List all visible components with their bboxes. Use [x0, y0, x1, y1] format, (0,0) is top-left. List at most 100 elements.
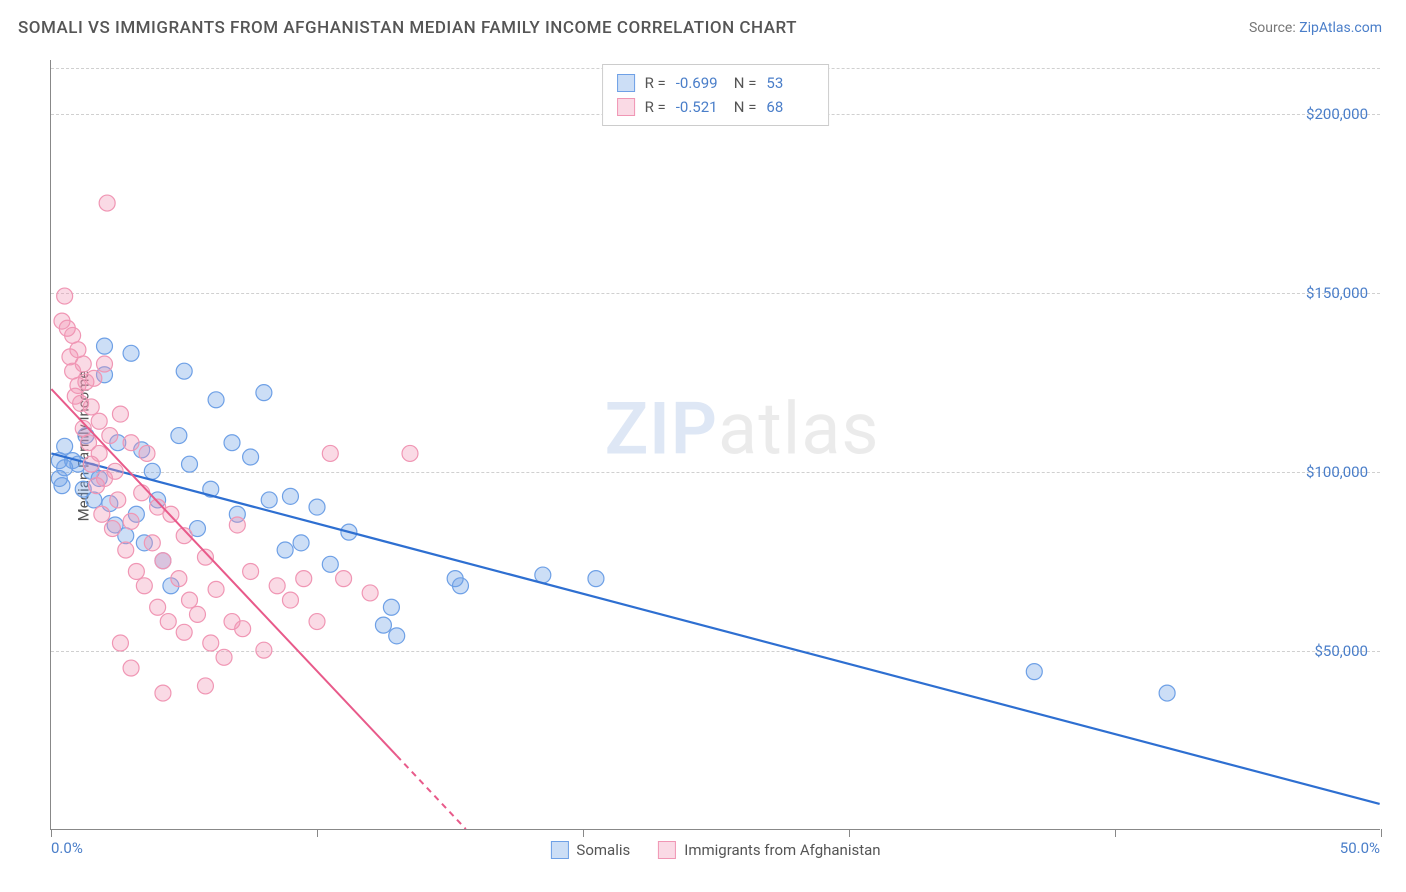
scatter-point	[57, 288, 73, 304]
swatch-afghan	[658, 841, 676, 859]
scatter-point	[293, 535, 309, 551]
scatter-point	[282, 488, 298, 504]
scatter-point	[144, 463, 160, 479]
scatter-point	[123, 513, 139, 529]
scatter-point	[110, 492, 126, 508]
n-label: N =	[734, 95, 757, 119]
scatter-point	[160, 614, 176, 630]
scatter-point	[123, 345, 139, 361]
scatter-point	[322, 445, 338, 461]
stats-row-1: R = -0.699 N = 53	[617, 71, 815, 95]
x-tick	[583, 829, 584, 837]
x-axis-min-label: 0.0%	[51, 839, 83, 857]
scatter-point	[57, 438, 73, 454]
scatter-point	[118, 542, 134, 558]
chart-title: SOMALI VS IMMIGRANTS FROM AFGHANISTAN ME…	[18, 18, 797, 38]
regression-line-dashed	[397, 756, 466, 829]
scatter-point	[208, 392, 224, 408]
scatter-point	[134, 485, 150, 501]
swatch-somalis	[617, 74, 635, 92]
source-link[interactable]: ZipAtlas.com	[1299, 20, 1382, 36]
n-label: N =	[734, 71, 757, 95]
n-value-2: 68	[766, 95, 814, 119]
scatter-point	[243, 563, 259, 579]
scatter-point	[383, 599, 399, 615]
scatter-point	[102, 428, 118, 444]
scatter-point	[54, 478, 70, 494]
legend-label-2: Immigrants from Afghanistan	[684, 841, 880, 859]
scatter-point	[256, 385, 272, 401]
scatter-point	[112, 635, 128, 651]
x-tick	[1381, 829, 1382, 837]
scatter-point	[144, 535, 160, 551]
scatter-point	[309, 499, 325, 515]
scatter-point	[309, 614, 325, 630]
scatter-point	[229, 517, 245, 533]
scatter-point	[123, 435, 139, 451]
scatter-point	[123, 660, 139, 676]
scatter-point	[86, 370, 102, 386]
r-value-2: -0.521	[676, 95, 724, 119]
scatter-point	[107, 463, 123, 479]
scatter-point	[296, 571, 312, 587]
x-tick	[51, 829, 52, 837]
r-label: R =	[645, 71, 666, 95]
chart-svg	[51, 60, 1380, 829]
scatter-point	[70, 342, 86, 358]
bottom-legend: Somalis Immigrants from Afghanistan	[550, 841, 880, 859]
scatter-point	[362, 585, 378, 601]
scatter-point	[277, 542, 293, 558]
swatch-somalis	[550, 841, 568, 859]
scatter-point	[322, 556, 338, 572]
scatter-point	[282, 592, 298, 608]
scatter-point	[75, 356, 91, 372]
scatter-point	[97, 338, 113, 354]
scatter-point	[83, 399, 99, 415]
scatter-point	[182, 456, 198, 472]
stats-legend-box: R = -0.699 N = 53 R = -0.521 N = 68	[602, 64, 830, 126]
scatter-point	[189, 606, 205, 622]
scatter-point	[171, 571, 187, 587]
scatter-point	[402, 445, 418, 461]
scatter-point	[136, 578, 152, 594]
scatter-point	[216, 649, 232, 665]
scatter-point	[99, 195, 115, 211]
scatter-point	[104, 521, 120, 537]
scatter-point	[203, 635, 219, 651]
scatter-point	[1026, 664, 1042, 680]
legend-item-1: Somalis	[550, 841, 630, 859]
scatter-point	[269, 578, 285, 594]
scatter-point	[86, 492, 102, 508]
legend-item-2: Immigrants from Afghanistan	[658, 841, 880, 859]
scatter-point	[182, 592, 198, 608]
scatter-point	[91, 445, 107, 461]
scatter-point	[261, 492, 277, 508]
scatter-point	[224, 435, 240, 451]
scatter-point	[139, 445, 155, 461]
scatter-point	[336, 571, 352, 587]
scatter-point	[150, 599, 166, 615]
scatter-point	[91, 413, 107, 429]
scatter-point	[176, 363, 192, 379]
scatter-point	[176, 624, 192, 640]
x-tick	[1115, 829, 1116, 837]
scatter-point	[588, 571, 604, 587]
scatter-point	[155, 553, 171, 569]
x-axis-max-label: 50.0%	[1340, 839, 1380, 857]
scatter-point	[94, 506, 110, 522]
scatter-point	[112, 406, 128, 422]
scatter-point	[171, 428, 187, 444]
scatter-point	[452, 578, 468, 594]
scatter-point	[208, 581, 224, 597]
scatter-point	[97, 356, 113, 372]
scatter-point	[375, 617, 391, 633]
legend-label-1: Somalis	[576, 841, 630, 859]
r-value-1: -0.699	[676, 71, 724, 95]
r-label: R =	[645, 95, 666, 119]
x-tick	[317, 829, 318, 837]
stats-row-2: R = -0.521 N = 68	[617, 95, 815, 119]
plot-area: ZIPatlas R = -0.699 N = 53 R = -0.521 N …	[50, 60, 1380, 830]
scatter-point	[128, 563, 144, 579]
scatter-point	[243, 449, 259, 465]
scatter-point	[256, 642, 272, 658]
